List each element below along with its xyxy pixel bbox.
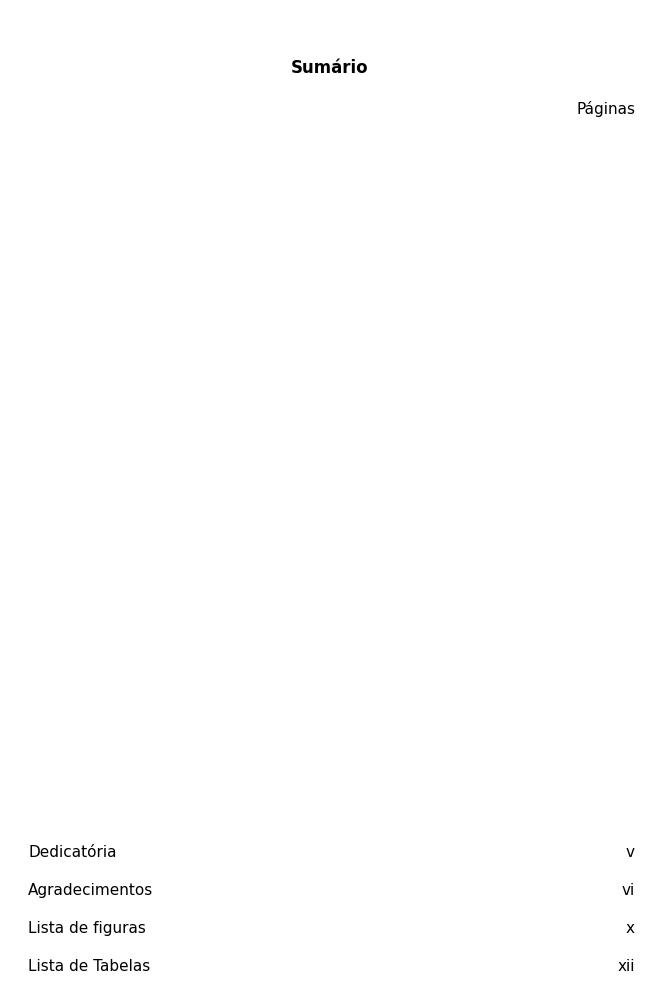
Text: Páginas: Páginas (576, 101, 635, 117)
Text: vi: vi (621, 883, 635, 898)
Text: Agradecimentos: Agradecimentos (28, 883, 154, 898)
Text: Sumário: Sumário (291, 59, 368, 77)
Text: v: v (626, 845, 635, 860)
Text: xii: xii (617, 959, 635, 974)
Text: Dedicatória: Dedicatória (28, 845, 117, 860)
Text: x: x (626, 921, 635, 936)
Text: Lista de Tabelas: Lista de Tabelas (28, 959, 150, 974)
Text: Lista de figuras: Lista de figuras (28, 921, 146, 936)
